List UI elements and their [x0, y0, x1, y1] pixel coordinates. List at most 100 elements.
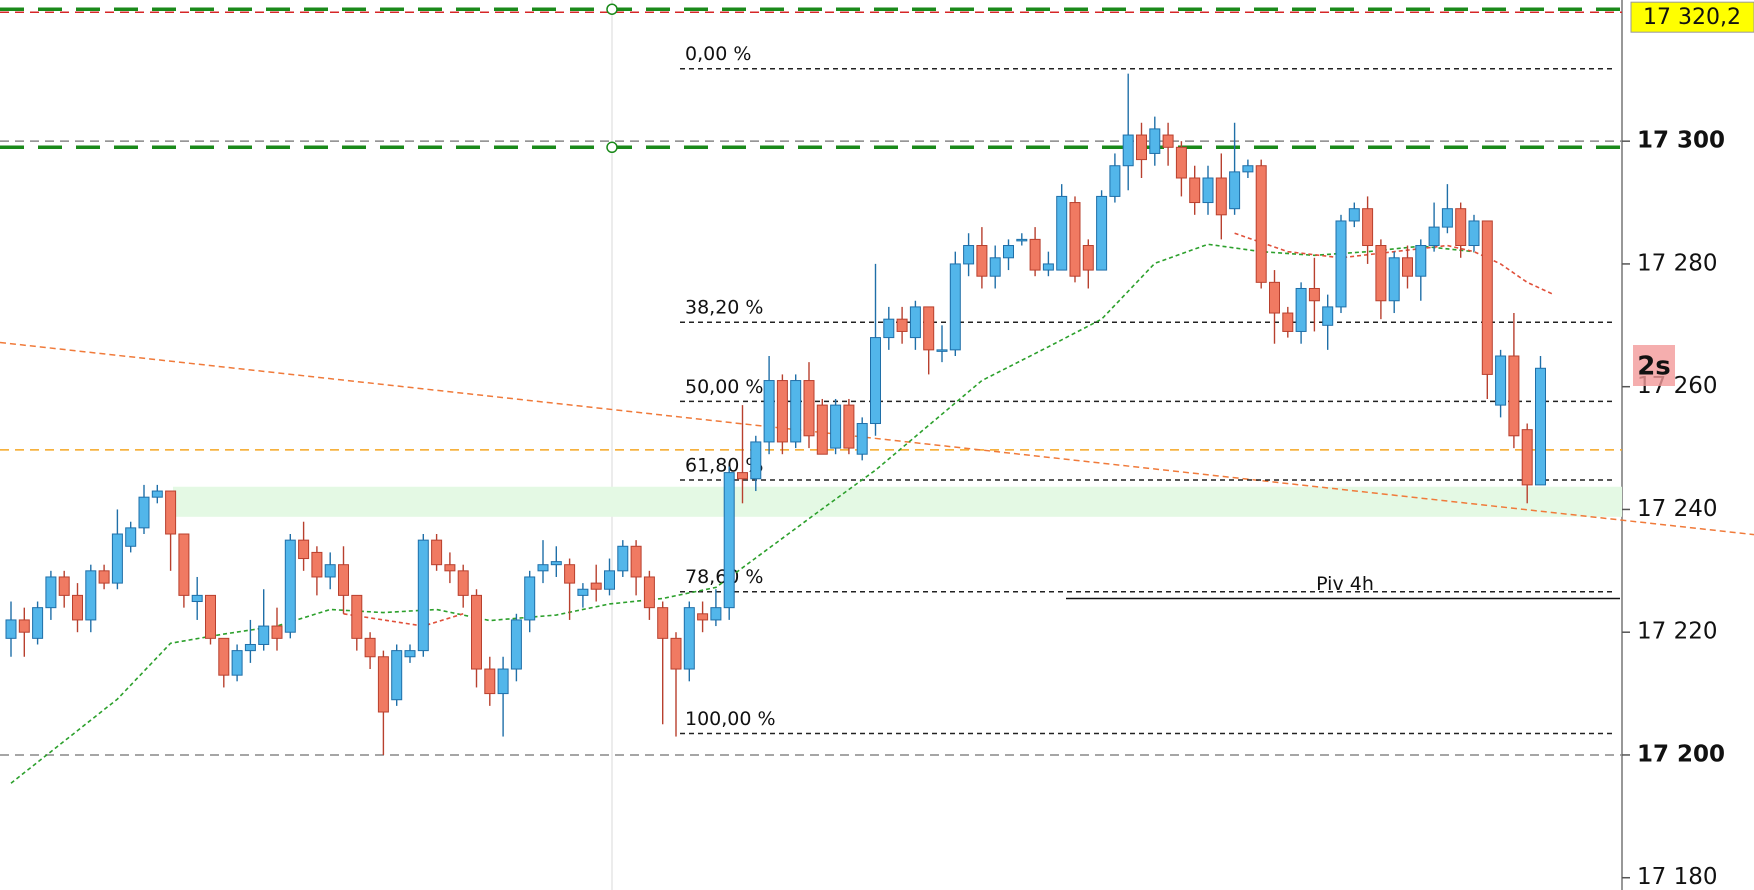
candle-body — [1468, 220, 1480, 247]
candle-body — [1495, 355, 1507, 406]
candle-body — [218, 637, 230, 676]
candle-body — [896, 318, 908, 332]
y-tick-label: 17 240 — [1637, 496, 1717, 522]
moving-average — [1234, 232, 1555, 296]
candle-body — [510, 619, 522, 670]
candle-body — [763, 380, 775, 443]
candle-body — [45, 576, 57, 609]
candle-body — [683, 607, 695, 670]
candle-body — [1375, 245, 1387, 302]
y-tick-label: 17 280 — [1637, 250, 1717, 276]
candle-body — [1056, 195, 1068, 271]
y-tick-label: 17 180 — [1637, 864, 1717, 890]
candle-body — [311, 551, 323, 578]
candle-body — [72, 594, 83, 621]
candle-body — [58, 576, 70, 596]
candle-body — [604, 570, 615, 590]
candle-body — [417, 539, 429, 652]
candle-body — [1521, 429, 1533, 486]
candle-body — [710, 607, 722, 621]
candle-body — [138, 496, 150, 529]
marker — [606, 141, 618, 154]
candle-body — [830, 404, 842, 449]
candle-body — [364, 637, 376, 658]
candle-body — [404, 650, 416, 658]
candle-body — [1003, 245, 1014, 259]
candle-body — [537, 564, 549, 572]
candle-body — [1535, 367, 1546, 486]
marker — [606, 3, 618, 15]
candle-body — [670, 637, 682, 670]
candle-body — [1282, 312, 1294, 332]
candle-body — [750, 441, 762, 480]
candle-body — [497, 668, 509, 695]
candle-body — [351, 594, 363, 639]
candle-body — [377, 656, 389, 713]
candle-body — [1162, 134, 1174, 148]
candle-body — [5, 619, 17, 639]
price-tag-label: 17 320,2 — [1643, 5, 1741, 30]
candle-body — [617, 545, 629, 572]
candle-body — [444, 564, 456, 572]
fib-label: 50,00 % — [685, 376, 764, 398]
candle-body — [338, 564, 349, 596]
support-zone — [173, 486, 1622, 517]
candle-body — [949, 263, 961, 351]
timer-label: 2s — [1637, 352, 1671, 382]
candle-body — [909, 306, 921, 339]
moving-average — [343, 613, 464, 627]
candle-body — [1082, 245, 1094, 271]
candle-body — [231, 650, 243, 676]
y-tick-label: 17 200 — [1637, 741, 1725, 767]
candle-body — [391, 650, 403, 701]
candle-body — [284, 539, 296, 633]
candle-body — [1096, 195, 1108, 271]
candle-body — [1455, 208, 1467, 247]
candle-body — [298, 539, 310, 560]
candle-body — [856, 423, 868, 455]
candle-body — [1016, 238, 1028, 242]
candle-body — [32, 607, 44, 639]
candle-body — [191, 594, 203, 603]
fib-label: 100,00 % — [685, 708, 776, 730]
candle-body — [1255, 165, 1267, 283]
price-tag — [1630, 1, 1754, 33]
candle-body — [98, 570, 110, 584]
candle-body — [85, 570, 97, 621]
candle-body — [723, 472, 735, 609]
candle-body — [271, 625, 283, 639]
candle-body — [790, 380, 802, 443]
candle-body — [1402, 257, 1413, 277]
candle-body — [1242, 165, 1254, 173]
candle-body — [1335, 220, 1347, 308]
candle-body — [431, 539, 443, 566]
candle-body — [1029, 238, 1041, 271]
candle-body — [1415, 245, 1427, 277]
candle-body — [1202, 177, 1214, 204]
candle-body — [178, 533, 190, 596]
candle-body — [936, 349, 948, 352]
candle-body — [630, 545, 642, 578]
candle-body — [1229, 171, 1241, 210]
candle-body — [1388, 257, 1400, 302]
candle-body — [1308, 287, 1320, 302]
candle-body — [1441, 208, 1453, 228]
candle-body — [1136, 134, 1147, 161]
fib-label: 61,80 % — [685, 454, 764, 476]
fib-label: 0,00 % — [685, 43, 751, 65]
trend-line — [0, 341, 1754, 536]
candle-body — [776, 380, 788, 443]
candle-body — [1122, 134, 1134, 167]
candle-body — [550, 561, 562, 566]
candle-body — [1175, 146, 1187, 179]
candle-body — [737, 472, 748, 480]
pivot-label: Piv 4h — [1316, 573, 1374, 595]
candle-body — [1348, 208, 1360, 222]
candle-body — [883, 318, 895, 339]
candle-body — [697, 613, 709, 621]
candle-body — [484, 668, 496, 695]
candle-body — [205, 594, 216, 639]
candle-body — [843, 404, 855, 449]
